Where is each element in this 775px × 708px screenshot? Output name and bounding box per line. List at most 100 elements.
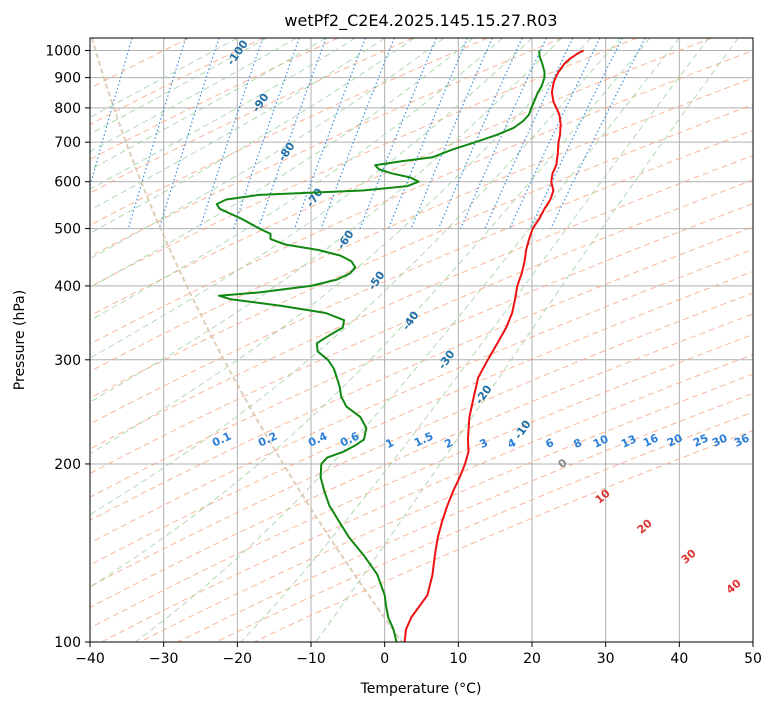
mixing-ratio-label: 25: [691, 431, 710, 449]
moist-adiabat-line: [90, 38, 592, 455]
mixing-ratio-label: 0.6: [338, 429, 361, 449]
mixing-ratio-line: [127, 38, 187, 229]
dry-adiabat-line: [177, 392, 753, 642]
y-tick-label: 100: [54, 635, 81, 651]
x-tick-label: −30: [149, 651, 179, 667]
dry-adiabat-line: [90, 38, 264, 126]
mixing-ratio-line: [509, 38, 601, 229]
mixing-ratio-line: [32, 38, 82, 229]
dry-adiabat-line: [90, 38, 563, 257]
dry-adiabat-line: [90, 38, 190, 89]
dry-adiabat-line: [253, 430, 753, 642]
mixing-ratio-label: 10: [591, 432, 611, 450]
dry-adiabat-label: -80: [276, 140, 298, 164]
moist-adiabat-line: [90, 38, 533, 359]
dry-adiabat-line: [90, 313, 753, 609]
y-tick-label: 900: [54, 71, 81, 87]
mixing-ratio-line: [199, 38, 264, 229]
y-tick-label: 500: [54, 222, 81, 238]
dry-adiabat-line: [90, 154, 753, 450]
moist-adiabat-line: [90, 38, 297, 153]
mixing-ratio-line: [529, 38, 623, 229]
x-tick-label: −40: [75, 651, 105, 667]
moist-adiabat-line: [90, 38, 621, 516]
x-axis-title: Temperature (°C): [360, 681, 482, 697]
x-tick-label: 50: [744, 651, 762, 667]
moist-adiabat-line: [90, 38, 503, 321]
moist-adiabat-line: [240, 38, 710, 642]
sounding-traces: [215, 49, 585, 642]
moist-adiabat-label: 20: [635, 516, 655, 536]
moist-adiabat-line: [315, 38, 739, 642]
mixing-ratio-label: 20: [665, 431, 685, 449]
mixing-ratio-label: 16: [641, 431, 661, 449]
moist-adiabat-line: [90, 38, 415, 234]
moist-adiabat-line: [135, 38, 680, 642]
dry-adiabat-line: [90, 38, 638, 288]
mixing-ratio-line: [90, 38, 133, 189]
line-labels: -100-90-80-70-60-50-40-30-20-10010203040…: [210, 38, 752, 597]
mixing-ratio-label: 13: [619, 432, 638, 450]
dry-adiabat-line: [90, 226, 753, 521]
y-tick-label: 1000: [45, 44, 81, 60]
dry-adiabat-line: [90, 179, 753, 474]
dewpoint-trace: [215, 50, 546, 642]
mixing-ratio-line: [320, 38, 395, 229]
y-axis-title: Pressure (hPa): [12, 290, 28, 390]
mixing-ratio-label: 36: [732, 431, 752, 449]
dry-adiabat-line: [90, 38, 414, 194]
mixing-ratio-line: [387, 38, 469, 229]
mixing-ratio-label: 30: [710, 431, 730, 449]
y-tick-label: 400: [54, 279, 81, 295]
dry-adiabat-line: [90, 248, 753, 544]
dry-adiabat-line: [90, 292, 753, 588]
dry-adiabat-label: -30: [436, 348, 458, 372]
y-tick-label: 800: [54, 101, 81, 117]
x-tick-label: 30: [597, 651, 615, 667]
mixing-ratio-line: [438, 38, 523, 229]
dry-adiabat-line: [90, 38, 488, 226]
moist-adiabat-line: [90, 38, 268, 135]
mixing-ratio-line: [233, 38, 300, 229]
moist-adiabat-label: 30: [679, 546, 699, 566]
mixing-ratio-line: [410, 38, 493, 229]
mixing-ratio-label: 0.2: [256, 430, 279, 450]
dry-adiabat-line: [90, 333, 753, 629]
chart-title: wetPf2_C2E4.2025.145.15.27.R03: [284, 11, 557, 31]
mixing-ratio-line: [293, 38, 366, 229]
mixing-ratio-label: 0.4: [306, 429, 329, 449]
x-tick-label: 40: [670, 651, 688, 667]
curved-guide-line: [91, 38, 403, 642]
mixing-ratio-label: 1: [384, 436, 396, 451]
mixing-ratio-label: 8: [572, 436, 584, 451]
mixing-ratio-label: 3: [478, 436, 490, 451]
moist-adiabat-line: [90, 38, 385, 211]
moist-adiabat-line: [90, 38, 356, 190]
dry-adiabat-line: [90, 104, 753, 399]
temperature-trace: [403, 49, 585, 642]
dry-adiabat-line: [90, 77, 753, 372]
dry-adiabat-line: [101, 354, 753, 642]
mixing-ratio-label: 2: [443, 436, 455, 451]
mixing-ratio-label: 6: [544, 436, 557, 451]
dry-adiabat-line: [90, 270, 753, 566]
moist-adiabat-line: [90, 38, 562, 403]
x-tick-label: −20: [223, 651, 253, 667]
y-tick-label: 200: [54, 457, 81, 473]
moist-adiabat-line: [90, 38, 326, 171]
moist-adiabat-line: [90, 38, 651, 588]
mixing-ratio-label: 1.5: [412, 430, 435, 450]
x-tick-label: −10: [296, 651, 326, 667]
x-tick-label: 10: [449, 651, 467, 667]
y-tick-label: 700: [54, 135, 81, 151]
moist-adiabat-line: [90, 38, 444, 260]
axes: −40 −30 −20 −10 0 10 20 30 40 50 100 200 300 400 500 6 0…: [45, 44, 762, 667]
y-tick-label: 300: [54, 353, 81, 369]
mixing-ratio-line: [257, 38, 327, 229]
mixing-ratio-line: [158, 38, 220, 229]
dry-adiabat-label: -70: [304, 186, 326, 210]
x-tick-label: 0: [380, 651, 389, 667]
dry-adiabat-label: -60: [335, 228, 357, 252]
dry-adiabat-line: [90, 38, 339, 160]
